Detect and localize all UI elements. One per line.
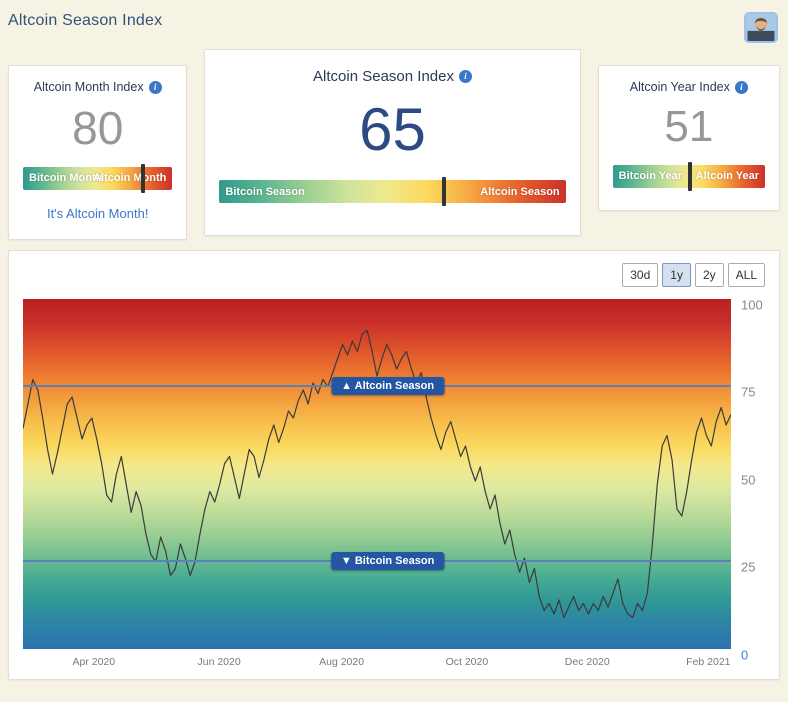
y-axis-tick-label: 0	[741, 647, 749, 663]
year-gradient-bar: Bitcoin Year Altcoin Year	[612, 161, 766, 191]
page-title: Altcoin Season Index	[8, 12, 163, 29]
range-button-1y[interactable]: 1y	[662, 262, 691, 287]
bar-left-label: Bitcoin Season	[225, 185, 305, 198]
y-axis-tick-label: 50	[741, 472, 756, 488]
card-altcoin-season-index: Altcoin Season Index i 65 Bitcoin Season…	[204, 49, 581, 236]
season-index-value: 65	[359, 96, 426, 163]
range-button-2y[interactable]: 2y	[694, 262, 724, 287]
y-axis-tick-label: 75	[741, 384, 756, 400]
x-axis-tick-label: Feb 2021	[686, 655, 731, 668]
card-altcoin-month-index: Altcoin Month Index i 80 Bitcoin Month A…	[8, 65, 188, 240]
avatar[interactable]	[744, 12, 778, 43]
card-altcoin-year-index: Altcoin Year Index i 51 Bitcoin Year Alt…	[597, 65, 781, 211]
year-index-value: 51	[664, 102, 714, 151]
info-icon[interactable]: i	[734, 80, 748, 94]
threshold-badge: ▼ Bitcoin Season	[330, 552, 445, 571]
x-axis-tick-label: Jun 2020	[197, 655, 241, 668]
x-axis-tick-label: Dec 2020	[564, 655, 610, 668]
card-title: Altcoin Year Index i	[613, 80, 765, 94]
bar-value-marker	[140, 163, 145, 193]
y-axis-tick-label: 25	[741, 559, 756, 575]
season-gradient-bar: Bitcoin Season Altcoin Season	[219, 177, 566, 206]
info-icon[interactable]: i	[458, 70, 472, 83]
bar-value-marker	[688, 161, 693, 191]
avatar-image	[747, 14, 775, 41]
bar-right-label: Altcoin Year	[695, 170, 760, 183]
header: Altcoin Season Index	[0, 0, 788, 49]
range-buttons: 30d 1y 2y ALL	[23, 262, 765, 287]
x-axis-labels: Apr 2020 Jun 2020 Aug 2020 Oct 2020 Dec 2020…	[23, 649, 731, 673]
chart: ▲ Altcoin Season ▼ Bitcoin Season 100 75 50…	[23, 297, 765, 673]
bar-left-label: Bitcoin Month	[29, 172, 103, 185]
bar-right-label: Altcoin Month	[93, 172, 167, 185]
chart-plot: ▲ Altcoin Season ▼ Bitcoin Season	[23, 298, 731, 649]
y-axis-labels: 100 75 50 25 0	[735, 297, 765, 662]
chart-panel: 30d 1y 2y ALL ▲ Altcoin Season ▼ Bitcoin …	[8, 249, 780, 680]
card-title-text: Altcoin Month Index	[33, 80, 144, 94]
index-line-series	[23, 330, 731, 617]
card-title-text: Altcoin Season Index	[313, 68, 454, 85]
bar-right-label: Altcoin Season	[480, 185, 560, 198]
range-button-30d[interactable]: 30d	[622, 262, 659, 287]
y-axis-tick-label: 100	[741, 297, 763, 313]
card-title: Altcoin Month Index i	[23, 80, 172, 94]
card-title: Altcoin Season Index i	[219, 68, 565, 85]
info-icon[interactable]: i	[148, 80, 162, 94]
month-status-text: It's Altcoin Month!	[46, 205, 149, 221]
bar-left-label: Bitcoin Year	[618, 170, 683, 183]
line-chart-svg	[23, 299, 731, 649]
bar-value-marker	[442, 177, 447, 206]
x-axis-tick-label: Oct 2020	[445, 655, 489, 668]
month-gradient-bar: Bitcoin Month Altcoin Month	[23, 163, 173, 193]
card-title-text: Altcoin Year Index	[629, 80, 730, 94]
cards-row: Altcoin Month Index i 80 Bitcoin Month A…	[0, 49, 788, 240]
threshold-badge: ▲ Altcoin Season	[331, 377, 445, 396]
range-button-all[interactable]: ALL	[727, 262, 765, 287]
month-index-value: 80	[72, 102, 124, 154]
x-axis-tick-label: Apr 2020	[72, 655, 116, 668]
x-axis-tick-label: Aug 2020	[319, 655, 365, 668]
